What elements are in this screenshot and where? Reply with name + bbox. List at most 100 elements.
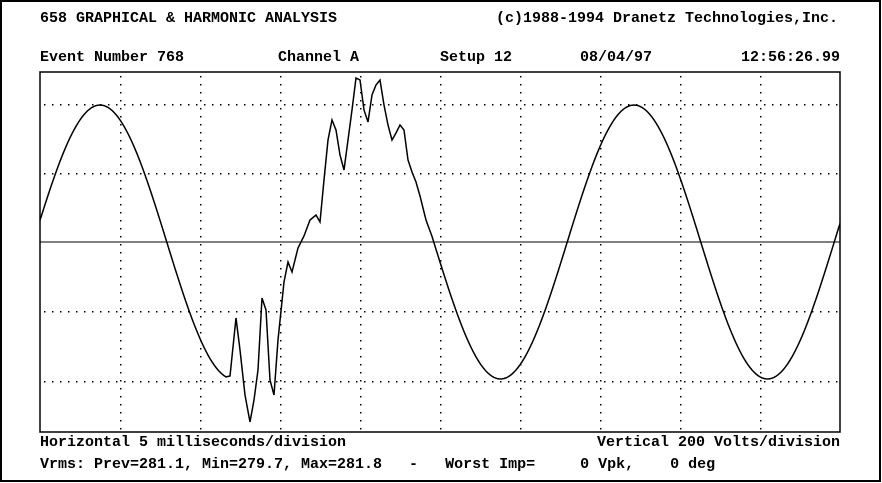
grid-dot (532, 381, 534, 383)
grid-dot (316, 381, 318, 383)
grid-dot (520, 380, 522, 382)
grid-dot (440, 364, 442, 366)
grid-dot (120, 252, 122, 254)
grid-dot (760, 276, 762, 278)
grid-dot (404, 104, 406, 106)
grid-dot (180, 104, 182, 106)
grid-dot (120, 324, 122, 326)
grid-dot (428, 381, 430, 383)
grid-dot (140, 381, 142, 383)
grid-dot (76, 381, 78, 383)
grid-dot (564, 381, 566, 383)
grid-dot (440, 260, 442, 262)
grid-dot (236, 311, 238, 313)
grid-dot (760, 348, 762, 350)
grid-dot (680, 356, 682, 358)
grid-dot (236, 173, 238, 175)
grid-dot (760, 116, 762, 118)
grid-dot (760, 220, 762, 222)
grid-dot (360, 348, 362, 350)
grid-dot (196, 381, 198, 383)
grid-dot (120, 276, 122, 278)
grid-dot (760, 244, 762, 246)
grid-dot (340, 104, 342, 106)
grid-dot (760, 92, 762, 94)
grid-dot (828, 104, 830, 106)
grid-dot (520, 276, 522, 278)
grid-dot (520, 332, 522, 334)
grid-dot (476, 173, 478, 175)
grid-dot (200, 388, 202, 390)
grid-dot (412, 104, 414, 106)
grid-dot (760, 196, 762, 198)
grid-dot (200, 316, 202, 318)
grid-dot (308, 311, 310, 313)
grid-dot (520, 324, 522, 326)
grid-dot (588, 104, 590, 106)
grid-dot (680, 396, 682, 398)
grid-dot (520, 372, 522, 374)
grid-dot (280, 292, 282, 294)
grid-dot (644, 104, 646, 106)
grid-dot (200, 372, 202, 374)
grid-dot (680, 196, 682, 198)
grid-dot (636, 381, 638, 383)
grid-dot (200, 324, 202, 326)
grid-dot (600, 76, 602, 78)
grid-dot (120, 308, 122, 310)
grid-dot (540, 311, 542, 313)
grid-dot (200, 380, 202, 382)
grid-dot (676, 311, 678, 313)
grid-dot (200, 284, 202, 286)
grid-dot (520, 340, 522, 342)
grid-dot (196, 104, 198, 106)
grid-dot (440, 420, 442, 422)
grid-dot (360, 244, 362, 246)
grid-dot (520, 108, 522, 110)
grid-dot (680, 116, 682, 118)
grid-dot (280, 140, 282, 142)
grid-dot (440, 356, 442, 358)
grid-dot (360, 356, 362, 358)
grid-dot (148, 173, 150, 175)
grid-dot (120, 140, 122, 142)
grid-dot (520, 268, 522, 270)
grid-dot (200, 236, 202, 238)
grid-dot (708, 104, 710, 106)
grid-dot (360, 236, 362, 238)
grid-dot (680, 420, 682, 422)
grid-dot (440, 244, 442, 246)
grid-dot (600, 316, 602, 318)
grid-dot (76, 104, 78, 106)
grid-dot (364, 104, 366, 106)
grid-dot (520, 236, 522, 238)
grid-dot (676, 104, 678, 106)
grid-dot (280, 252, 282, 254)
grid-dot (372, 173, 374, 175)
grid-dot (76, 173, 78, 175)
grid-dot (300, 381, 302, 383)
grid-dot (188, 381, 190, 383)
grid-dot (84, 173, 86, 175)
grid-dot (124, 311, 126, 313)
grid-dot (604, 173, 606, 175)
grid-dot (396, 381, 398, 383)
grid-dot (284, 104, 286, 106)
grid-dot (636, 173, 638, 175)
grid-dot (760, 324, 762, 326)
grid-dot (388, 104, 390, 106)
grid-dot (588, 311, 590, 313)
grid-dot (680, 140, 682, 142)
grid-dot (680, 428, 682, 430)
grid-dot (580, 104, 582, 106)
grid-dot (444, 381, 446, 383)
grid-dot (360, 332, 362, 334)
grid-dot (440, 412, 442, 414)
grid-dot (280, 260, 282, 262)
grid-dot (660, 104, 662, 106)
grid-dot (120, 364, 122, 366)
grid-dot (204, 311, 206, 313)
grid-dot (120, 372, 122, 374)
grid-dot (92, 104, 94, 106)
